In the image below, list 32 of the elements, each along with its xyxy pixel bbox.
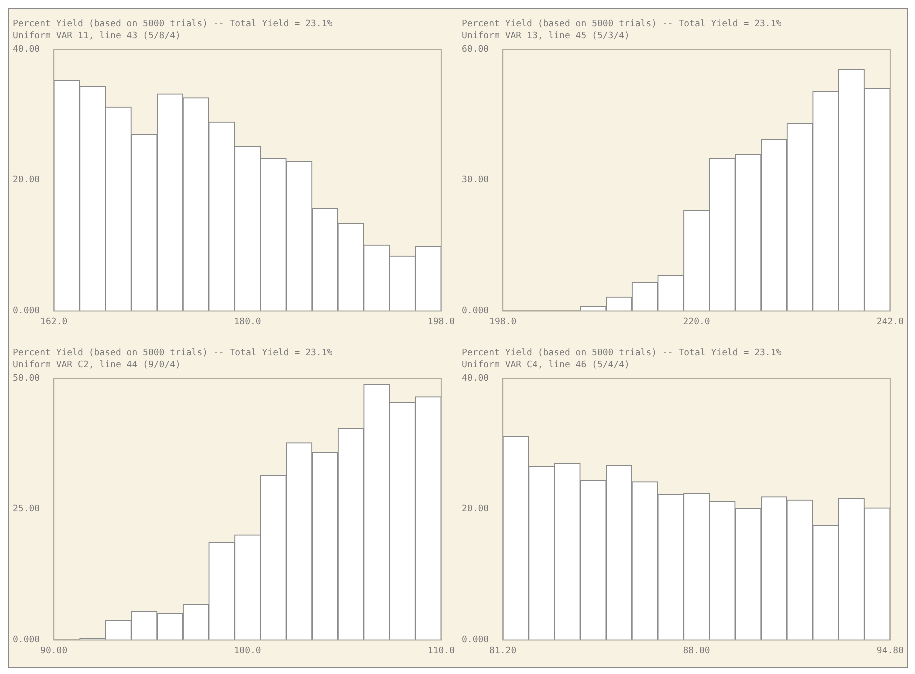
x-tick-label: 198.0: [428, 318, 455, 328]
y-tick-label: 60.00: [462, 44, 490, 55]
y-tick-label: 50.00: [13, 374, 40, 384]
y-tick-label: 0.000: [13, 636, 40, 646]
x-tick-label: 110.0: [428, 646, 455, 657]
chart-subtitle: Uniform VAR C2, line 44 (9/0/4): [13, 360, 181, 371]
x-tick-label: 81.20: [490, 646, 517, 657]
chart-subtitle: Uniform VAR C4, line 46 (5/4/4): [462, 360, 630, 371]
x-tick-label: 220.0: [683, 318, 710, 328]
y-tick-label: 25.00: [13, 504, 40, 515]
chart-title: Percent Yield (based on 5000 trials) -- Total Yield = 23.1%: [13, 348, 334, 359]
y-tick-label: 0.000: [462, 306, 490, 317]
y-tick-label: 30.00: [462, 176, 490, 186]
chart-title: Percent Yield (based on 5000 trials) -- Total Yield = 23.1%: [13, 20, 334, 30]
y-tick-label: 20.00: [13, 176, 40, 186]
x-tick-label: 198.0: [490, 318, 517, 328]
chart-title: Percent Yield (based on 5000 trials) -- Total Yield = 23.1%: [462, 20, 782, 30]
chart-subtitle: Uniform VAR 13, line 45 (5/3/4): [462, 32, 630, 42]
y-tick-label: 20.00: [462, 504, 490, 515]
x-tick-label: 94.80: [876, 646, 904, 657]
x-tick-label: 100.0: [234, 646, 262, 657]
y-tick-label: 40.00: [13, 44, 40, 55]
x-tick-label: 180.0: [234, 318, 262, 328]
x-tick-label: 88.00: [683, 646, 710, 657]
chart-subtitle: Uniform VAR 11, line 43 (5/8/4): [13, 32, 181, 42]
x-tick-label: 90.00: [40, 646, 68, 657]
y-tick-label: 0.000: [462, 636, 490, 646]
chart-title: Percent Yield (based on 5000 trials) -- Total Yield = 23.1%: [462, 348, 782, 359]
y-tick-label: 40.00: [462, 374, 490, 384]
x-tick-label: 162.0: [40, 318, 68, 328]
x-tick-label: 242.0: [876, 318, 904, 328]
y-tick-label: 0.000: [13, 306, 40, 317]
